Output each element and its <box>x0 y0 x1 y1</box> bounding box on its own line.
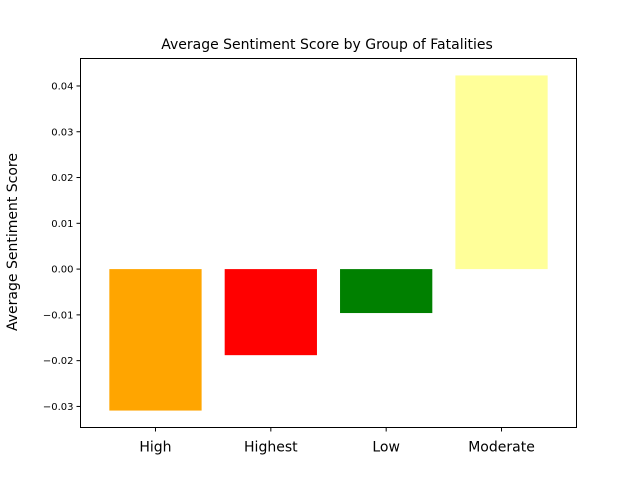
x-tick-label: Low <box>372 440 400 456</box>
y-tick-label: −0.02 <box>43 356 74 367</box>
bars-group <box>109 75 548 411</box>
bar-high <box>109 269 202 411</box>
bar-highest <box>224 269 317 356</box>
x-tick-label: Moderate <box>468 440 535 456</box>
y-tick-label: 0.03 <box>51 127 73 138</box>
y-tick-label: −0.03 <box>43 402 74 413</box>
x-ticks-group: High Highest Low Moderate <box>139 427 535 456</box>
y-tick-label: 0.00 <box>51 265 73 276</box>
y-tick-label: 0.04 <box>51 81 73 92</box>
x-tick-label: Highest <box>244 440 298 456</box>
y-tick-label: 0.02 <box>51 173 73 184</box>
bar-low <box>340 269 433 314</box>
plot-frame <box>80 58 577 428</box>
bar-moderate <box>455 75 548 270</box>
chart-title: Average Sentiment Score by Group of Fata… <box>161 37 493 53</box>
y-axis-label: Average Sentiment Score <box>5 153 21 331</box>
x-tick-label: High <box>139 440 171 456</box>
y-tick-label: 0.01 <box>51 219 73 230</box>
y-tick-label: −0.01 <box>43 310 74 321</box>
y-ticks-group: −0.03 −0.02 −0.01 0.00 0.01 0.02 0.03 0.04 <box>43 81 81 413</box>
